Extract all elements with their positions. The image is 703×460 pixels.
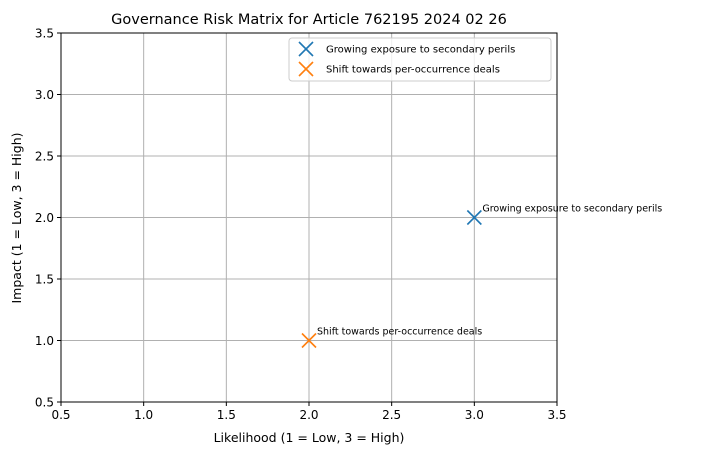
x-tick-label: 3.5 (547, 408, 566, 422)
x-tick-label: 0.5 (51, 408, 70, 422)
y-axis-label: Impact (1 = Low, 3 = High) (9, 133, 24, 304)
point-annotations: Growing exposure to secondary perils Shif… (317, 204, 662, 338)
point-annotation: Growing exposure to secondary perils (482, 204, 662, 215)
x-tick-label: 1.0 (134, 408, 153, 422)
legend-marker (298, 41, 314, 57)
y-tick: 3.0 (35, 88, 61, 102)
x-axis-label: Likelihood (1 = Low, 3 = High) (214, 430, 405, 445)
y-tick-label: 2.0 (35, 211, 54, 225)
x-tick: 3.5 (547, 402, 567, 422)
x-tick: 2.5 (382, 402, 401, 422)
x-tick: 3.0 (465, 402, 484, 422)
y-tick: 2.0 (35, 211, 61, 225)
y-tick-label: 3.5 (35, 27, 54, 41)
y-tick-label: 0.5 (35, 396, 54, 410)
x-tick: 0.5 (51, 402, 71, 422)
y-axis-ticks: 0.5 1.0 1.5 2.0 2.5 3.0 3.5 (35, 27, 61, 410)
legend-entry: Growing exposure to secondary perils (326, 45, 515, 56)
y-tick-label: 1.5 (35, 273, 54, 287)
scatter-point (301, 332, 317, 349)
x-tick-label: 2.0 (299, 408, 318, 422)
scatter-point (466, 209, 482, 226)
y-tick: 2.5 (35, 150, 61, 164)
legend: Growing exposure to secondary perils Shif… (288, 37, 552, 82)
y-tick: 0.5 (35, 396, 61, 410)
x-tick-label: 2.5 (382, 408, 401, 422)
data-points (301, 209, 482, 349)
grid-lines (60, 32, 558, 403)
y-tick-label: 3.0 (35, 88, 54, 102)
x-tick: 1.5 (217, 402, 236, 422)
legend-marker (298, 61, 314, 77)
legend-box (288, 37, 552, 82)
x-tick: 2.0 (299, 402, 319, 422)
x-tick: 1.0 (134, 402, 153, 422)
y-tick: 1.5 (35, 273, 61, 287)
x-tick-label: 1.5 (217, 408, 236, 422)
legend-entry: Shift towards per-occurrence deals (326, 65, 500, 76)
point-annotation: Shift towards per-occurrence deals (317, 327, 482, 338)
x-tick-label: 3.0 (465, 408, 484, 422)
y-tick: 1.0 (35, 334, 61, 348)
y-tick-label: 2.5 (35, 150, 54, 164)
chart-title: Governance Risk Matrix for Article 76219… (111, 12, 507, 28)
y-tick: 3.5 (35, 27, 61, 41)
y-tick-label: 1.0 (35, 334, 54, 348)
x-axis-ticks: 0.5 1.0 1.5 2.0 2.5 3.0 3.5 (51, 402, 567, 422)
